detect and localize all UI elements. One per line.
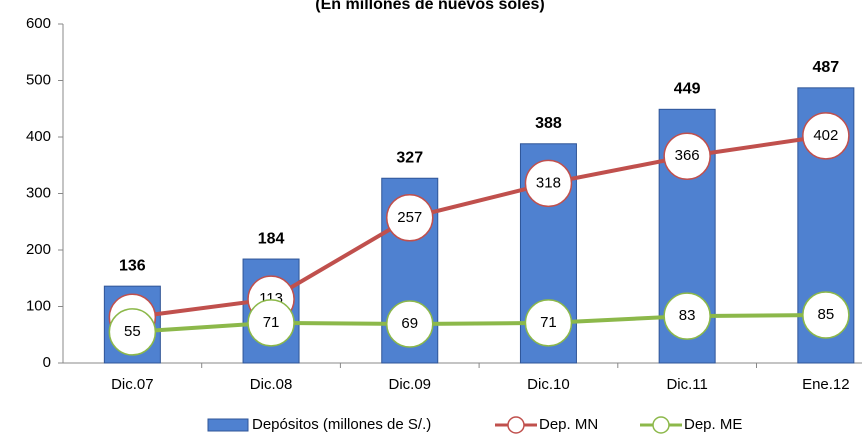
legend-marker: [652, 416, 670, 434]
legend-swatch: [207, 418, 249, 432]
marker: [524, 159, 573, 208]
marker: [663, 292, 711, 340]
marker: [247, 299, 295, 347]
x-tick-label: Ene.12: [802, 376, 850, 393]
y-tick-label: 400: [26, 128, 51, 145]
y-tick-label: 500: [26, 71, 51, 88]
bar-value-label: 388: [535, 115, 562, 132]
x-tick-label: Dic.07: [111, 376, 154, 393]
point-label: 71: [263, 314, 280, 331]
point-label: 318: [536, 174, 561, 191]
legend-label: Dep. MN: [539, 416, 598, 433]
marker: [802, 112, 850, 160]
marker: [524, 299, 573, 347]
bar-value-label: 327: [396, 149, 423, 166]
marker: [386, 194, 434, 242]
marker: [802, 291, 850, 339]
line: [132, 312, 826, 334]
y-tick-label: 300: [26, 184, 51, 201]
point-label: 366: [675, 147, 700, 164]
x-tick-label: Dic.11: [666, 376, 707, 393]
marker: [663, 132, 711, 180]
point-label: 83: [679, 307, 696, 324]
point-label: 257: [397, 209, 422, 226]
marker: [108, 308, 157, 356]
point-label: 71: [540, 314, 557, 331]
point-label: 69: [401, 315, 418, 332]
bar-value-label: 487: [812, 59, 839, 76]
x-tick-label: Dic.10: [527, 376, 570, 393]
point-label: 402: [813, 127, 838, 144]
y-tick-label: 0: [43, 354, 51, 371]
bar-value-label: 184: [258, 230, 285, 247]
legend-label: Depósitos (millones de S/.): [252, 416, 431, 433]
y-tick-label: 600: [26, 15, 51, 32]
bar-value-label: 449: [674, 81, 701, 98]
y-tick-label: 200: [26, 241, 51, 258]
point-label: 55: [124, 323, 141, 340]
legend-label: Dep. ME: [684, 416, 742, 433]
legend-marker: [507, 416, 525, 434]
bar-value-label: 136: [119, 257, 146, 274]
line: [132, 133, 827, 320]
marker: [386, 300, 434, 348]
y-tick-label: 100: [26, 297, 51, 314]
point-label: 85: [818, 306, 835, 323]
x-tick-label: Dic.08: [250, 376, 293, 393]
chart-subtitle: (En millones de nuevos soles): [315, 0, 544, 13]
x-tick-label: Dic.09: [388, 376, 431, 393]
